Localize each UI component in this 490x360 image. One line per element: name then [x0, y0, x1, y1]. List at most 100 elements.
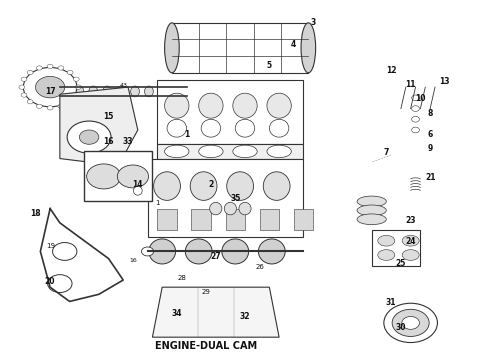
- Ellipse shape: [357, 196, 386, 207]
- Ellipse shape: [357, 205, 386, 216]
- Text: 5: 5: [267, 61, 272, 70]
- Ellipse shape: [185, 239, 212, 264]
- Text: 25: 25: [396, 259, 406, 268]
- Bar: [157, 208, 177, 230]
- Circle shape: [36, 66, 42, 70]
- Circle shape: [36, 104, 42, 108]
- Ellipse shape: [103, 86, 112, 97]
- Ellipse shape: [117, 86, 125, 97]
- Bar: [84, 152, 152, 202]
- Text: 18: 18: [30, 209, 41, 218]
- Text: 31: 31: [386, 298, 396, 307]
- Text: 16: 16: [129, 258, 137, 263]
- Circle shape: [412, 106, 419, 111]
- Text: 19: 19: [46, 243, 55, 249]
- Circle shape: [58, 66, 64, 70]
- Ellipse shape: [267, 93, 291, 118]
- Ellipse shape: [233, 145, 257, 158]
- Circle shape: [67, 70, 73, 75]
- Circle shape: [384, 303, 438, 342]
- Ellipse shape: [357, 214, 386, 225]
- Ellipse shape: [199, 93, 223, 118]
- Ellipse shape: [172, 86, 181, 97]
- Text: 35: 35: [230, 194, 241, 203]
- Ellipse shape: [402, 235, 419, 246]
- Circle shape: [21, 93, 27, 97]
- Text: 1: 1: [155, 200, 160, 206]
- Ellipse shape: [239, 202, 251, 215]
- Circle shape: [392, 309, 429, 337]
- Text: 13: 13: [440, 77, 450, 86]
- Bar: [172, 23, 308, 73]
- Ellipse shape: [270, 119, 289, 137]
- Ellipse shape: [227, 172, 253, 201]
- Circle shape: [27, 70, 33, 75]
- Circle shape: [47, 106, 53, 110]
- Text: 15: 15: [103, 112, 114, 121]
- PathPatch shape: [60, 87, 138, 166]
- Ellipse shape: [301, 23, 316, 73]
- Circle shape: [74, 93, 79, 97]
- Text: 10: 10: [415, 94, 426, 103]
- Text: 23: 23: [405, 216, 416, 225]
- Ellipse shape: [165, 23, 179, 73]
- Circle shape: [27, 100, 33, 104]
- Ellipse shape: [258, 239, 285, 264]
- Ellipse shape: [190, 172, 217, 201]
- Text: 32: 32: [240, 312, 250, 321]
- Text: 30: 30: [395, 323, 406, 332]
- Ellipse shape: [378, 249, 395, 260]
- Circle shape: [74, 77, 79, 81]
- Bar: [294, 208, 313, 230]
- Text: 28: 28: [177, 275, 186, 281]
- Text: 29: 29: [201, 289, 211, 295]
- Circle shape: [117, 165, 148, 188]
- Bar: [260, 208, 279, 230]
- Ellipse shape: [154, 172, 180, 201]
- Ellipse shape: [89, 86, 98, 97]
- Ellipse shape: [402, 249, 419, 260]
- Circle shape: [21, 77, 27, 81]
- Ellipse shape: [149, 239, 175, 264]
- Text: 34: 34: [172, 309, 182, 318]
- Circle shape: [412, 116, 419, 122]
- Circle shape: [24, 67, 77, 107]
- Ellipse shape: [165, 93, 189, 118]
- Text: 12: 12: [386, 66, 396, 75]
- Text: 43: 43: [119, 83, 127, 88]
- Text: 11: 11: [405, 80, 416, 89]
- Text: 1: 1: [184, 130, 189, 139]
- Text: 7: 7: [384, 148, 389, 157]
- Ellipse shape: [263, 172, 290, 201]
- Text: 20: 20: [45, 276, 55, 285]
- Text: 16: 16: [202, 247, 210, 252]
- Bar: [157, 80, 303, 144]
- Text: 4: 4: [291, 40, 296, 49]
- Ellipse shape: [235, 119, 255, 137]
- Ellipse shape: [165, 145, 189, 158]
- Ellipse shape: [267, 145, 291, 158]
- Text: 14: 14: [133, 180, 143, 189]
- Text: 24: 24: [405, 237, 416, 246]
- Ellipse shape: [378, 235, 395, 246]
- Circle shape: [87, 164, 121, 189]
- Ellipse shape: [199, 145, 223, 158]
- Ellipse shape: [145, 86, 153, 97]
- Ellipse shape: [167, 119, 187, 137]
- Ellipse shape: [133, 186, 142, 195]
- Circle shape: [412, 95, 419, 101]
- Circle shape: [79, 130, 99, 144]
- Bar: [147, 158, 303, 237]
- Text: 2: 2: [208, 180, 214, 189]
- Bar: [225, 208, 245, 230]
- Circle shape: [75, 85, 81, 89]
- Bar: [192, 208, 211, 230]
- Circle shape: [67, 100, 73, 104]
- Circle shape: [402, 316, 419, 329]
- Text: ENGINE-DUAL CAM: ENGINE-DUAL CAM: [155, 342, 257, 351]
- Circle shape: [47, 64, 53, 68]
- Circle shape: [412, 127, 419, 133]
- Ellipse shape: [142, 247, 154, 256]
- Text: 3: 3: [311, 18, 316, 27]
- PathPatch shape: [152, 287, 279, 337]
